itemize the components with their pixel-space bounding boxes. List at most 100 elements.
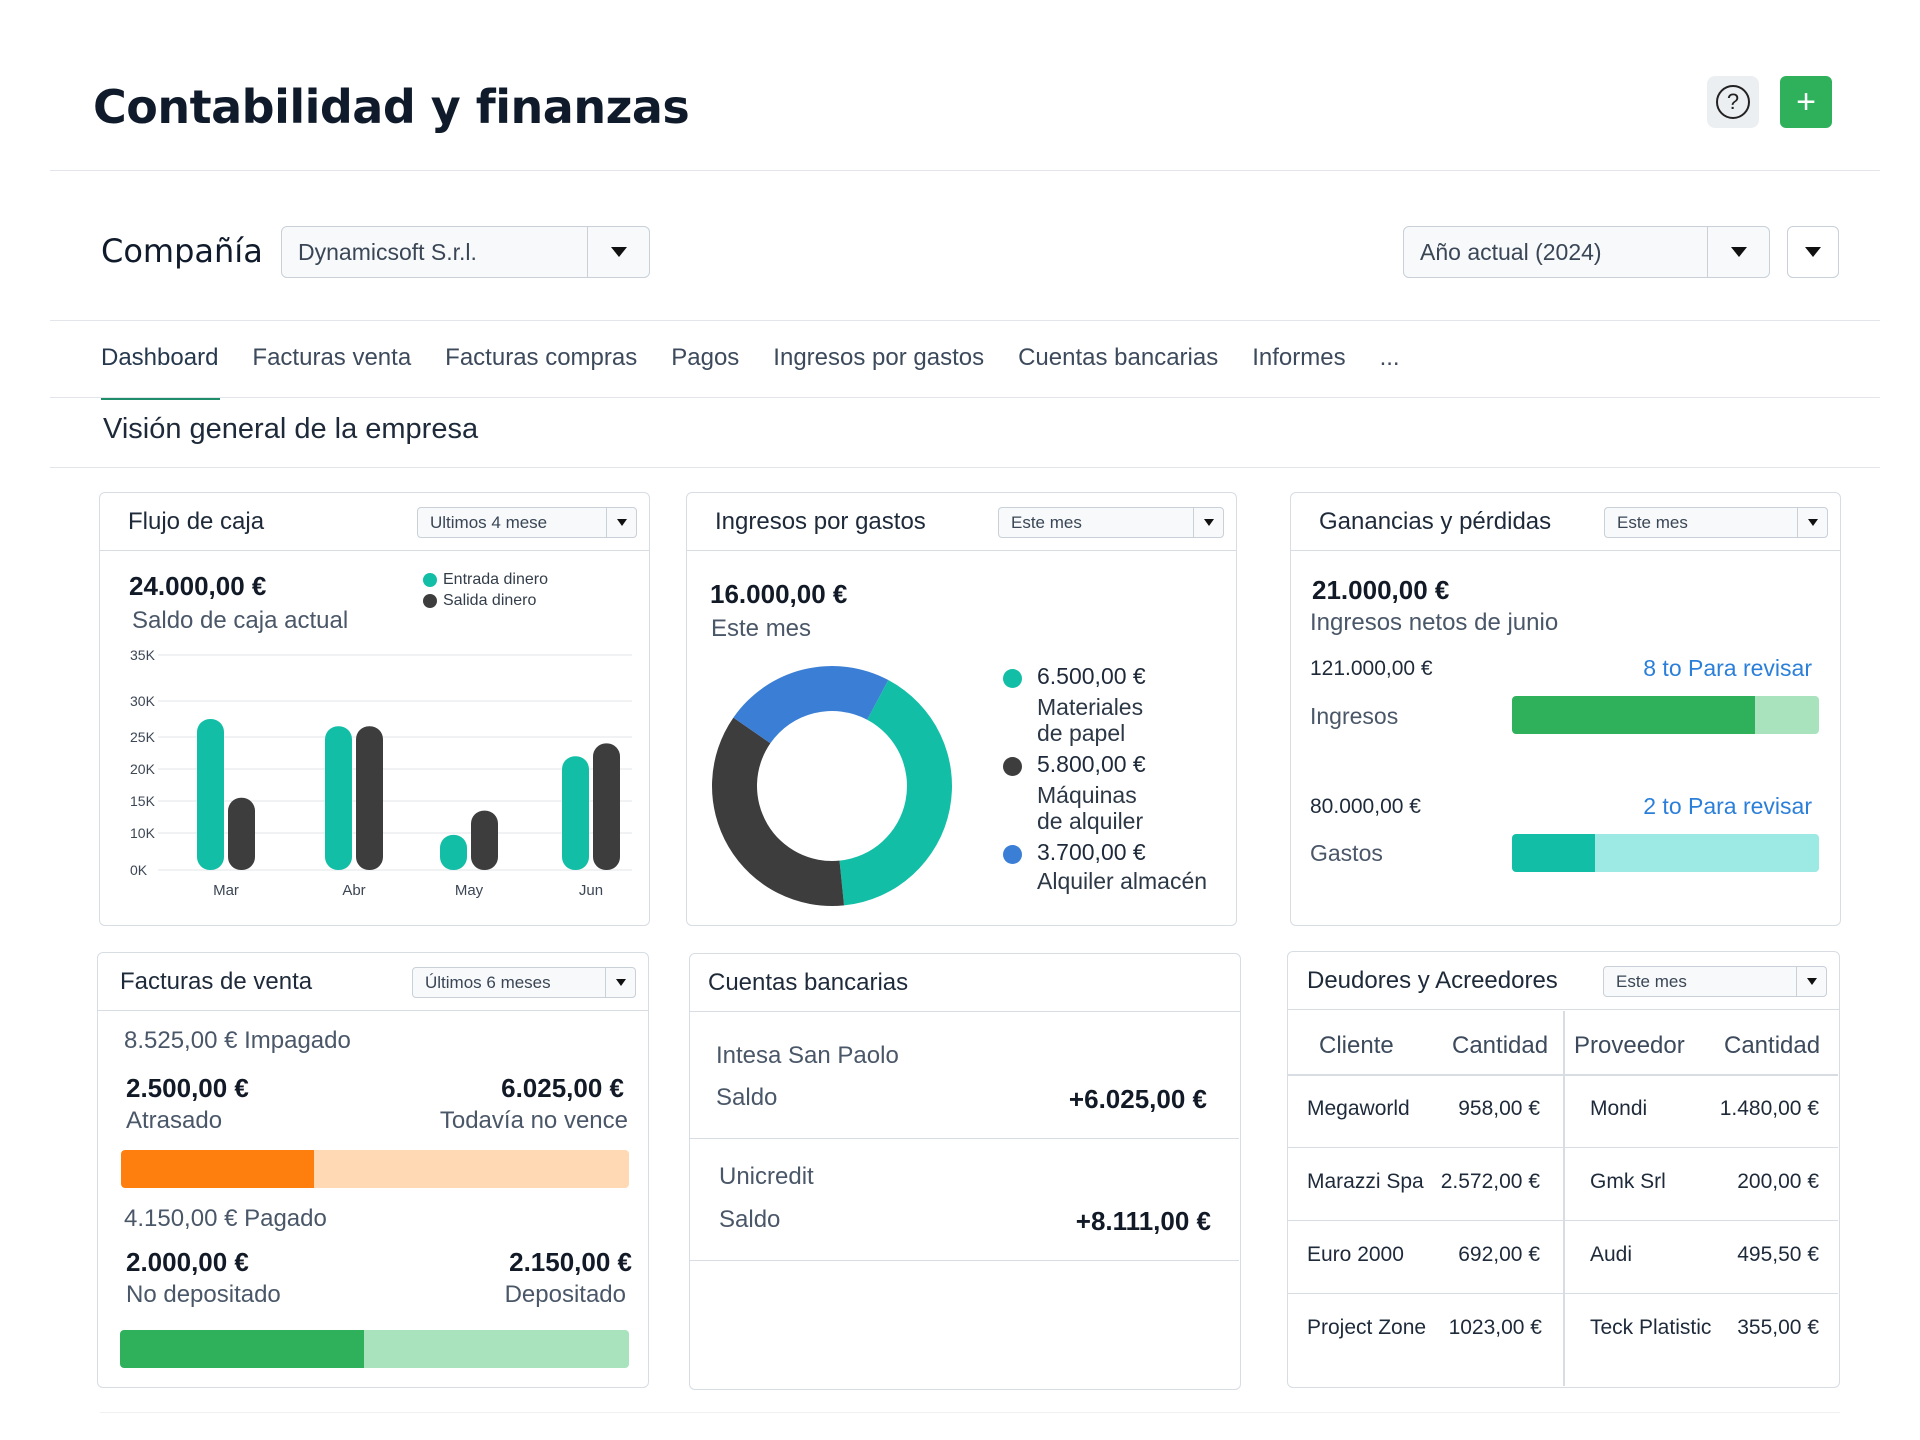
bar-entrada-mar[interactable] — [197, 719, 224, 870]
subtitle-divider — [50, 467, 1880, 468]
slice-materiales[interactable] — [839, 680, 953, 906]
cashflow-period-value: Ultimos 4 mese — [430, 512, 548, 532]
y-tick-label: 20K — [130, 761, 156, 777]
add-button[interactable]: + — [1780, 76, 1832, 128]
notdeposited-amount: 2.000,00 € — [126, 1247, 249, 1277]
slice-alquiler[interactable] — [733, 666, 889, 744]
expense-value: 3.700,00 € — [1037, 839, 1146, 865]
bar-salida-mar[interactable] — [228, 797, 255, 870]
deposited-amount: 2.150,00 € — [509, 1247, 632, 1277]
debtors-card-header: Deudores y Acreedores Este mes — [1288, 952, 1839, 1010]
chevron-down-icon[interactable] — [1707, 227, 1769, 277]
expenses-donut-chart — [712, 666, 953, 906]
chevron-down-icon[interactable] — [1796, 967, 1826, 996]
cliente-cell: Marazzi Spa — [1307, 1170, 1424, 1193]
sales-title: Facturas de venta — [120, 967, 313, 995]
cashflow-bar-chart: 0K 10K 15K 20K 25K 30K 35K Mar Abr May Jun — [130, 647, 632, 899]
bar-entrada-may[interactable] — [440, 834, 467, 870]
overdue-progress-fill — [121, 1150, 315, 1188]
bar-entrada-abr[interactable] — [325, 726, 352, 870]
footer-divider — [100, 1412, 1840, 1413]
sales-period-select[interactable]: Últimos 6 meses — [412, 967, 636, 998]
chevron-down-icon[interactable] — [1797, 508, 1827, 537]
bank-account-row[interactable]: Unicredit Saldo +8.111,00 € — [690, 1141, 1239, 1261]
notdeposited-progress-fill — [120, 1330, 365, 1368]
tab-facturas-venta[interactable]: Facturas venta — [252, 344, 412, 371]
pnl-title: Ganancias y pérdidas — [1319, 507, 1552, 535]
legend-dot-icon — [1003, 669, 1022, 688]
expense-label: Alquiler almacén — [1037, 868, 1208, 894]
tab-more[interactable]: ... — [1379, 344, 1400, 371]
tab-pagos[interactable]: Pagos — [671, 344, 740, 371]
tab-bar: Dashboard Facturas venta Facturas compra… — [101, 344, 1400, 400]
tab-facturas-compras[interactable]: Facturas compras — [445, 344, 638, 371]
help-button[interactable]: ? — [1707, 76, 1759, 128]
table-row[interactable]: Marazzi Spa 2.572,00 € Gmk Srl 200,00 € — [1288, 1148, 1838, 1221]
row-divider — [1288, 1074, 1838, 1076]
debtors-title: Deudores y Acreedores — [1307, 966, 1558, 994]
table-row[interactable]: Megaworld 958,00 € Mondi 1.480,00 € — [1288, 1075, 1838, 1148]
pnl-amount: 21.000,00 € — [1312, 575, 1450, 605]
cantidad-cell: 355,00 € — [1737, 1316, 1819, 1339]
expenses-card-header: Ingresos por gastos Este mes — [687, 493, 1236, 551]
y-tick-label: 35K — [130, 647, 156, 663]
slice-maquinas[interactable] — [712, 717, 845, 906]
tab-cuentas-bancarias[interactable]: Cuentas bancarias — [1018, 344, 1219, 371]
tab-dashboard[interactable]: Dashboard — [101, 344, 221, 400]
x-tick-label: Mar — [213, 882, 239, 899]
tab-informes[interactable]: Informes — [1252, 344, 1346, 371]
table-row[interactable]: Project Zone 1023,00 € Teck Platistic 35… — [1288, 1294, 1838, 1367]
table-row[interactable]: Euro 2000 692,00 € Audi 495,50 € — [1288, 1221, 1838, 1294]
y-tick-label: 15K — [130, 793, 156, 809]
expenses-amount: 16.000,00 € — [710, 579, 848, 609]
proveedor-cell: Mondi — [1590, 1097, 1648, 1120]
income-amount: 121.000,00 € — [1310, 657, 1433, 680]
expenses-title: Ingresos por gastos — [715, 507, 926, 535]
overdue-amount: 2.500,00 € — [126, 1073, 249, 1103]
expense-label: Gastos — [1310, 840, 1383, 866]
expenses-period-value: Este mes — [1011, 512, 1082, 532]
cantidad-cell: 958,00 € — [1458, 1097, 1540, 1120]
company-select[interactable]: Dynamicsoft S.r.l. — [281, 226, 650, 278]
plus-icon: + — [1796, 82, 1816, 121]
expense-label: Máquinas de alquiler — [1037, 782, 1144, 834]
expense-item: 3.700,00 € Alquiler almacén — [1003, 839, 1233, 899]
pnl-card-header: Ganancias y pérdidas Este mes — [1291, 493, 1840, 551]
expense-amount: 80.000,00 € — [1310, 795, 1421, 818]
cashflow-period-select[interactable]: Ultimos 4 mese — [417, 507, 637, 538]
bar-salida-jun[interactable] — [593, 743, 620, 870]
legend-dot-icon — [1003, 845, 1022, 864]
pnl-period-value: Este mes — [1617, 512, 1688, 532]
tabs-divider — [50, 397, 1880, 398]
expenses-period-select[interactable]: Este mes — [998, 507, 1224, 538]
notdue-label: Todavía no vence — [439, 1107, 628, 1134]
pnl-period-select[interactable]: Este mes — [1604, 507, 1828, 538]
debtors-period-value: Este mes — [1616, 971, 1687, 991]
y-tick-label: 10K — [130, 825, 156, 841]
chevron-down-icon[interactable] — [605, 968, 635, 997]
legend-dot-icon — [1003, 757, 1022, 776]
expense-review-link[interactable]: 2 to Para revisar — [1643, 793, 1812, 819]
legend-dot-icon — [423, 593, 437, 608]
options-dropdown-button[interactable] — [1787, 226, 1839, 278]
bank-account-row[interactable]: Intesa San Paolo Saldo +6.025,00 € — [690, 1014, 1239, 1139]
period-select[interactable]: Año actual (2024) — [1403, 226, 1770, 278]
debtors-period-select[interactable]: Este mes — [1603, 966, 1827, 997]
chevron-down-icon[interactable] — [1193, 508, 1223, 537]
bar-entrada-jun[interactable] — [562, 756, 589, 870]
debtors-creditors-card: Deudores y Acreedores Este mes Cliente C… — [1287, 951, 1840, 1388]
pnl-card: Ganancias y pérdidas Este mes 21.000,00 … — [1290, 492, 1841, 926]
chevron-down-icon[interactable] — [587, 227, 649, 277]
tab-ingresos-por-gastos[interactable]: Ingresos por gastos — [773, 344, 985, 371]
income-review-link[interactable]: 8 to Para revisar — [1643, 655, 1812, 681]
cashflow-card: Flujo de caja Ultimos 4 mese 24.000,00 €… — [99, 492, 650, 926]
expense-item: 5.800,00 € Máquinas de alquiler — [1003, 751, 1233, 839]
column-divider — [1563, 1011, 1565, 1386]
income-progress-bar — [1512, 696, 1819, 734]
sales-card-header: Facturas de venta Últimos 6 meses — [98, 953, 648, 1011]
chevron-down-icon[interactable] — [606, 508, 636, 537]
x-tick-label: Jun — [579, 882, 603, 899]
legend-dot-icon — [423, 572, 437, 587]
bar-salida-may[interactable] — [471, 810, 498, 870]
bar-salida-abr[interactable] — [356, 726, 383, 870]
